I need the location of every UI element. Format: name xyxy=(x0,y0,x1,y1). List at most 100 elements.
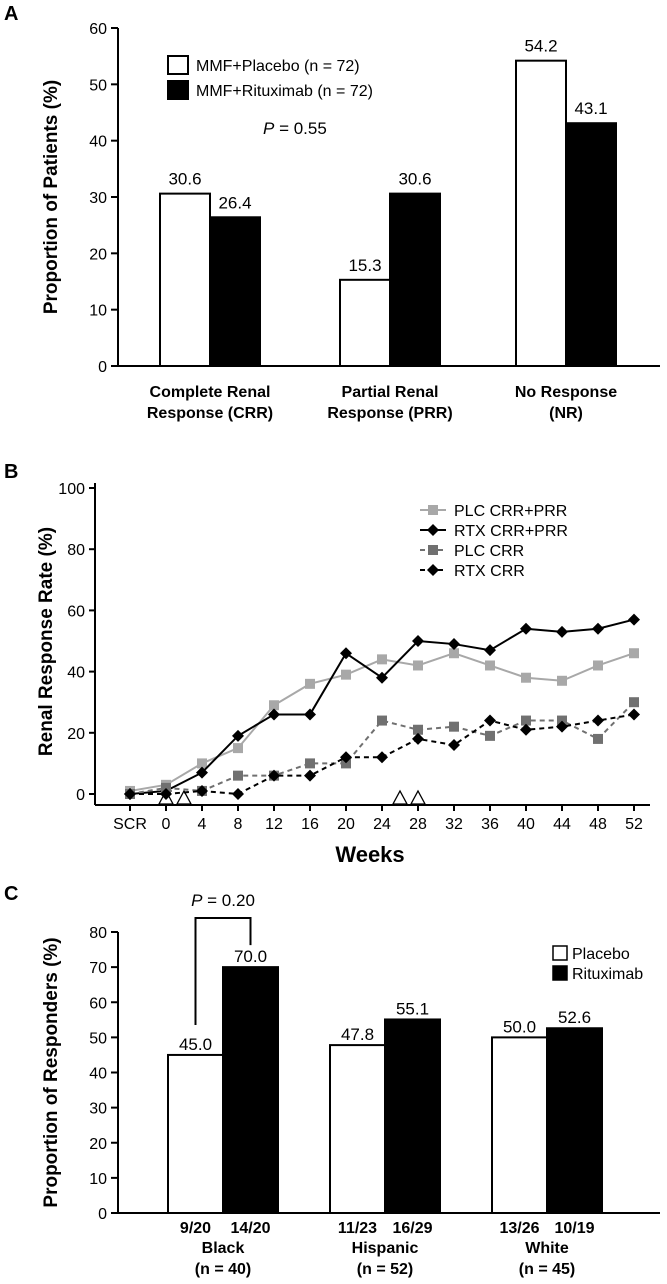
bar xyxy=(491,1036,548,1214)
bar xyxy=(167,1053,224,1214)
data-point xyxy=(340,751,352,764)
series-line xyxy=(129,618,635,795)
data-point xyxy=(160,788,172,800)
y-axis-label: Proportion of Responders (%) xyxy=(41,937,62,1207)
legend-entry: RTX CRR xyxy=(420,563,525,580)
y-tick-label: 50 xyxy=(89,77,107,94)
x-tick-label: 8 xyxy=(234,816,243,833)
x-tick-label: 12 xyxy=(265,816,283,833)
bar-value-label: 26.4 xyxy=(218,193,251,212)
y-tick-label: 50 xyxy=(89,1030,107,1047)
p-value: = 0.20 xyxy=(202,891,254,910)
x-tick-label: 40 xyxy=(517,816,535,833)
bar xyxy=(222,966,279,1214)
legend-entry: PLC CRR xyxy=(420,543,524,560)
x-tick-label: 36 xyxy=(481,816,499,833)
data-point xyxy=(232,729,244,742)
data-point xyxy=(485,730,495,741)
bar xyxy=(515,59,567,367)
data-point xyxy=(427,524,439,536)
x-tick-label: 52 xyxy=(625,816,643,833)
data-point xyxy=(413,660,423,671)
y-tick-label: 0 xyxy=(98,359,107,376)
data-point xyxy=(124,788,136,800)
legend-swatch xyxy=(167,55,189,75)
series-line xyxy=(129,701,635,795)
y-tick-label: 40 xyxy=(89,1066,107,1083)
data-point xyxy=(268,769,280,782)
data-point xyxy=(376,751,388,764)
bar-value-label: 52.6 xyxy=(558,1008,591,1027)
y-tick-label: 20 xyxy=(89,1136,107,1153)
data-point xyxy=(197,758,207,769)
triangle-marker xyxy=(409,789,427,805)
category-label: White xyxy=(525,1240,569,1257)
data-point xyxy=(628,613,640,626)
legend-label: PLC CRR+PRR xyxy=(454,503,567,520)
data-point xyxy=(521,672,531,683)
data-point xyxy=(377,715,387,726)
data-point xyxy=(304,769,316,782)
data-point xyxy=(520,622,532,635)
x-tick-label: 0 xyxy=(162,816,171,833)
bar-value-label: 30.6 xyxy=(168,170,201,189)
data-point xyxy=(520,723,532,736)
bar-value-label: 54.2 xyxy=(524,37,557,56)
y-tick-label: 80 xyxy=(67,542,85,559)
data-point xyxy=(484,644,496,657)
data-point xyxy=(629,697,639,708)
category-label: Complete Renal xyxy=(150,384,271,401)
bar xyxy=(329,1044,386,1215)
panel-c: C 0 10 20 30 40 50 60 70 80 Proportion of Responde… xyxy=(4,883,660,1278)
legend-label: PLC CRR xyxy=(454,543,524,560)
data-point xyxy=(428,545,438,555)
p-letter: P xyxy=(191,891,203,910)
data-point xyxy=(305,758,315,769)
bar-value-label: 15.3 xyxy=(348,256,381,275)
x-tick-label: 24 xyxy=(373,816,391,833)
bar-value-label: 70.0 xyxy=(234,947,267,966)
triangle-marker xyxy=(391,789,409,805)
count-label-rituximab: 14/20 xyxy=(230,1220,270,1237)
p-value-annotation: P = 0.20 xyxy=(191,891,255,910)
data-point xyxy=(449,721,459,732)
category-label: Response (CRR) xyxy=(147,405,273,422)
legend-label: MMF+Rituximab (n = 72) xyxy=(196,83,373,100)
count-label-placebo: 11/23 xyxy=(338,1220,377,1237)
series-plc-crr xyxy=(125,697,639,799)
series-rtx-crr xyxy=(124,708,640,800)
data-point xyxy=(521,715,531,726)
data-point xyxy=(448,739,460,752)
count-label-rituximab: 16/29 xyxy=(392,1220,432,1237)
legend-swatch xyxy=(552,945,568,961)
y-tick-label: 60 xyxy=(89,995,107,1012)
y-tick-label: 70 xyxy=(89,960,107,977)
significance-bracket xyxy=(194,917,252,1025)
data-point xyxy=(161,782,171,793)
legend-label: RTX CRR xyxy=(454,563,525,580)
category-label: (n = 40) xyxy=(195,1261,251,1278)
data-point xyxy=(341,669,351,680)
x-axis-label: Weeks xyxy=(335,842,404,867)
data-point xyxy=(268,708,280,721)
y-tick-label: 20 xyxy=(89,246,107,263)
data-point xyxy=(428,505,438,515)
x-tick-label: 32 xyxy=(445,816,463,833)
data-point xyxy=(628,708,640,721)
data-point xyxy=(412,732,424,745)
data-point xyxy=(304,708,316,721)
data-point xyxy=(484,714,496,727)
bar xyxy=(209,216,261,367)
y-tick-label: 60 xyxy=(67,603,85,620)
data-point xyxy=(341,758,351,769)
data-point xyxy=(412,635,424,647)
data-point xyxy=(557,715,567,726)
bar xyxy=(546,1027,603,1215)
data-point xyxy=(593,733,603,744)
x-tick-label: 20 xyxy=(337,816,355,833)
panel-letter: C xyxy=(4,883,18,905)
count-label-placebo: 9/20 xyxy=(180,1220,211,1237)
y-tick-label: 0 xyxy=(76,787,85,804)
